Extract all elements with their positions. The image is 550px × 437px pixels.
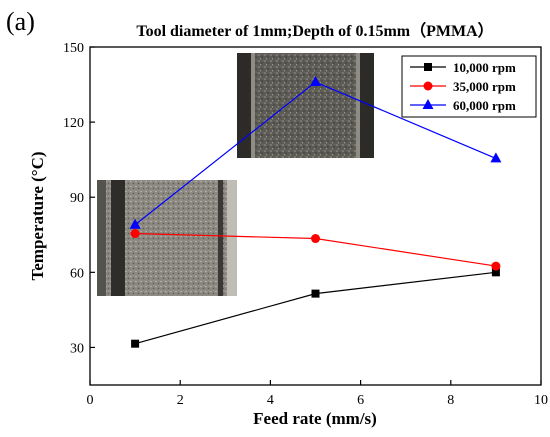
chart-title: Tool diameter of 1mm;Depth of 0.15mm（PMM… bbox=[136, 22, 493, 40]
data-point bbox=[130, 229, 140, 239]
data-point bbox=[129, 218, 141, 229]
y-tick-label: 30 bbox=[70, 341, 84, 356]
data-point bbox=[311, 289, 320, 298]
plot-frame bbox=[89, 46, 542, 386]
y-tick-label: 60 bbox=[70, 266, 84, 281]
x-tick-label: 10 bbox=[534, 393, 548, 408]
legend-label: 60,000 rpm bbox=[453, 98, 516, 113]
data-point bbox=[311, 234, 320, 244]
series-1 bbox=[130, 229, 501, 271]
x-tick-label: 4 bbox=[267, 393, 274, 408]
series-0 bbox=[131, 268, 500, 348]
x-axis-label: Feed rate (mm/s) bbox=[253, 409, 377, 428]
x-tick-label: 8 bbox=[447, 393, 454, 408]
data-point bbox=[491, 268, 500, 277]
y-tick-label: 90 bbox=[70, 191, 84, 206]
x-tick-label: 2 bbox=[177, 393, 184, 408]
panel-label: (a) bbox=[6, 7, 35, 36]
data-point bbox=[131, 339, 140, 348]
x-axis: 0 2 4 6 8 10 bbox=[87, 380, 548, 408]
y-tick-label: 120 bbox=[63, 116, 84, 131]
legend: 10,000 rpm 35,000 rpm 60,000 rpm bbox=[401, 55, 537, 118]
legend-label: 10,000 rpm bbox=[453, 60, 516, 75]
y-axis-label: Temperature (°C) bbox=[28, 151, 47, 280]
micrograph-inset-top bbox=[237, 53, 374, 158]
micrograph-inset-left bbox=[97, 180, 237, 296]
legend-marker bbox=[422, 99, 434, 109]
y-axis: 30 60 90 120 150 bbox=[63, 41, 95, 356]
data-point bbox=[310, 76, 321, 87]
legend-marker bbox=[424, 63, 432, 71]
data-point bbox=[490, 152, 502, 163]
data-point bbox=[491, 261, 501, 271]
legend-marker bbox=[423, 81, 433, 91]
x-tick-label: 6 bbox=[357, 393, 364, 408]
y-tick-label: 150 bbox=[63, 41, 84, 56]
series-2 bbox=[129, 76, 502, 229]
x-tick-label: 0 bbox=[87, 393, 94, 408]
legend-label: 35,000 rpm bbox=[453, 79, 516, 94]
series-layer bbox=[129, 76, 502, 348]
